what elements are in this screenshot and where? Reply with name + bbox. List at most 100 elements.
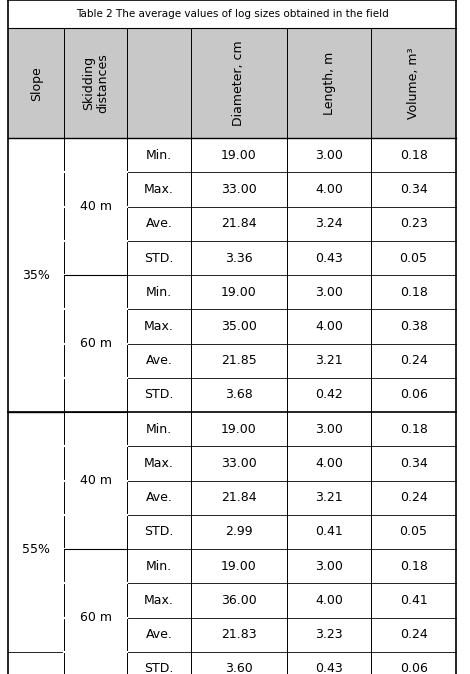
Bar	[127, 412, 191, 446]
Bar	[191, 481, 287, 515]
Bar	[8, 652, 64, 674]
Bar	[287, 412, 371, 446]
Text: 33.00: 33.00	[221, 183, 257, 196]
Text: 60 m: 60 m	[79, 337, 112, 350]
Text: 21.84: 21.84	[221, 217, 257, 231]
Text: STD.: STD.	[144, 663, 174, 674]
Text: 4.00: 4.00	[315, 457, 343, 470]
Bar	[191, 549, 287, 583]
Text: Ave.: Ave.	[146, 355, 172, 367]
Bar	[64, 241, 127, 275]
Bar	[8, 583, 64, 617]
Bar	[127, 173, 191, 207]
Text: STD.: STD.	[144, 251, 174, 264]
Bar	[127, 241, 191, 275]
Text: STD.: STD.	[144, 388, 174, 402]
Bar	[287, 241, 371, 275]
Bar	[371, 309, 456, 344]
Bar	[64, 652, 127, 674]
Bar	[8, 28, 456, 138]
Bar	[64, 344, 127, 378]
Text: 3.00: 3.00	[315, 423, 343, 435]
Bar	[8, 309, 64, 344]
Bar	[127, 446, 191, 481]
Text: 3.68: 3.68	[225, 388, 253, 402]
Bar	[371, 241, 456, 275]
Bar	[8, 173, 64, 207]
Text: 0.18: 0.18	[400, 286, 428, 299]
Text: 4.00: 4.00	[315, 594, 343, 607]
Text: Ave.: Ave.	[146, 491, 172, 504]
Bar	[371, 344, 456, 378]
Text: 0.05: 0.05	[400, 251, 428, 264]
Bar	[371, 173, 456, 207]
Bar	[287, 344, 371, 378]
Bar	[127, 515, 191, 549]
Text: 19.00: 19.00	[221, 286, 257, 299]
Bar	[287, 309, 371, 344]
Text: Table 2 The average values of log sizes obtained in the field: Table 2 The average values of log sizes …	[76, 9, 389, 19]
Bar	[127, 309, 191, 344]
Text: 0.06: 0.06	[400, 663, 428, 674]
Text: Max.: Max.	[144, 183, 174, 196]
Text: 0.41: 0.41	[315, 526, 343, 539]
Bar	[287, 138, 371, 173]
Text: Diameter, cm: Diameter, cm	[232, 40, 245, 126]
Bar	[64, 412, 127, 446]
Bar	[8, 481, 64, 515]
Text: Ave.: Ave.	[146, 217, 172, 231]
Text: 0.42: 0.42	[315, 388, 343, 402]
Bar	[191, 207, 287, 241]
Text: 3.00: 3.00	[315, 286, 343, 299]
Bar	[371, 138, 456, 173]
Bar	[8, 515, 64, 549]
Text: 0.24: 0.24	[400, 355, 428, 367]
Bar	[287, 617, 371, 652]
Text: Max.: Max.	[144, 457, 174, 470]
Text: 3.00: 3.00	[315, 149, 343, 162]
Text: 40 m: 40 m	[79, 474, 112, 487]
Bar	[191, 412, 287, 446]
Text: 0.43: 0.43	[315, 251, 343, 264]
Text: Length, m: Length, m	[322, 52, 336, 115]
Bar	[8, 617, 64, 652]
Text: 21.85: 21.85	[221, 355, 257, 367]
Text: 0.38: 0.38	[400, 320, 428, 333]
Bar	[191, 173, 287, 207]
Bar	[64, 138, 127, 173]
Bar	[287, 446, 371, 481]
Text: Max.: Max.	[144, 594, 174, 607]
Text: Ave.: Ave.	[146, 628, 172, 641]
Bar	[287, 515, 371, 549]
Text: 21.83: 21.83	[221, 628, 257, 641]
Bar	[8, 207, 64, 241]
Bar	[127, 378, 191, 412]
Bar	[287, 481, 371, 515]
Text: Min.: Min.	[146, 423, 172, 435]
Bar	[371, 412, 456, 446]
Bar	[8, 138, 64, 173]
Bar	[64, 207, 127, 241]
Text: 55%: 55%	[22, 543, 50, 555]
Text: 0.43: 0.43	[315, 663, 343, 674]
Text: 3.36: 3.36	[225, 251, 252, 264]
Text: 0.06: 0.06	[400, 388, 428, 402]
Bar	[287, 173, 371, 207]
Text: Min.: Min.	[146, 149, 172, 162]
Text: 0.18: 0.18	[400, 423, 428, 435]
Bar	[287, 378, 371, 412]
Bar	[191, 344, 287, 378]
Text: 4.00: 4.00	[315, 320, 343, 333]
Text: 21.84: 21.84	[221, 491, 257, 504]
Text: 0.24: 0.24	[400, 628, 428, 641]
Text: 3.23: 3.23	[315, 628, 343, 641]
Bar	[8, 0, 456, 28]
Bar	[191, 515, 287, 549]
Text: 0.34: 0.34	[400, 183, 428, 196]
Text: 0.05: 0.05	[400, 526, 428, 539]
Text: 3.21: 3.21	[315, 355, 343, 367]
Bar	[64, 481, 127, 515]
Text: 4.00: 4.00	[315, 183, 343, 196]
Text: 40 m: 40 m	[79, 200, 112, 213]
Bar	[64, 583, 127, 617]
